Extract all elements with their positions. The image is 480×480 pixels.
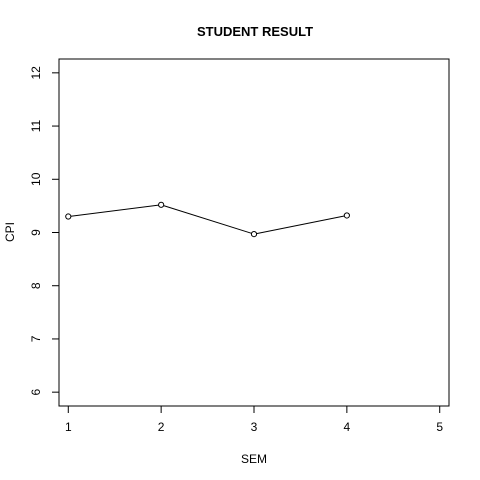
x-tick-label: 5 (436, 420, 443, 434)
data-point (65, 213, 72, 220)
y-tick-label: 11 (29, 120, 43, 133)
y-tick-label: 7 (29, 335, 43, 342)
x-axis: 1 2 3 4 5 (65, 405, 443, 434)
series-cpi (65, 201, 350, 238)
x-axis-label: SEM (241, 452, 267, 466)
y-tick-label: 9 (29, 229, 43, 236)
y-tick-label: 10 (29, 172, 43, 186)
x-tick-label: 2 (158, 420, 165, 434)
y-axis-label: CPI (3, 222, 17, 242)
x-tick-label: 3 (251, 420, 258, 434)
plot-frame (58, 58, 450, 407)
x-tick-label: 4 (344, 420, 351, 434)
data-point (343, 212, 350, 219)
data-point (158, 201, 165, 208)
y-tick-label: 6 (29, 389, 43, 396)
line-segment (163, 205, 252, 234)
line-segment (256, 215, 345, 235)
y-tick-label: 12 (29, 66, 43, 80)
y-axis: 6 7 8 9 10 11 12 (29, 66, 60, 396)
chart-title: STUDENT RESULT (197, 24, 313, 39)
data-point (250, 230, 258, 238)
line-segment (70, 204, 159, 217)
x-tick-label: 1 (65, 420, 72, 434)
y-tick-label: 8 (29, 282, 43, 289)
